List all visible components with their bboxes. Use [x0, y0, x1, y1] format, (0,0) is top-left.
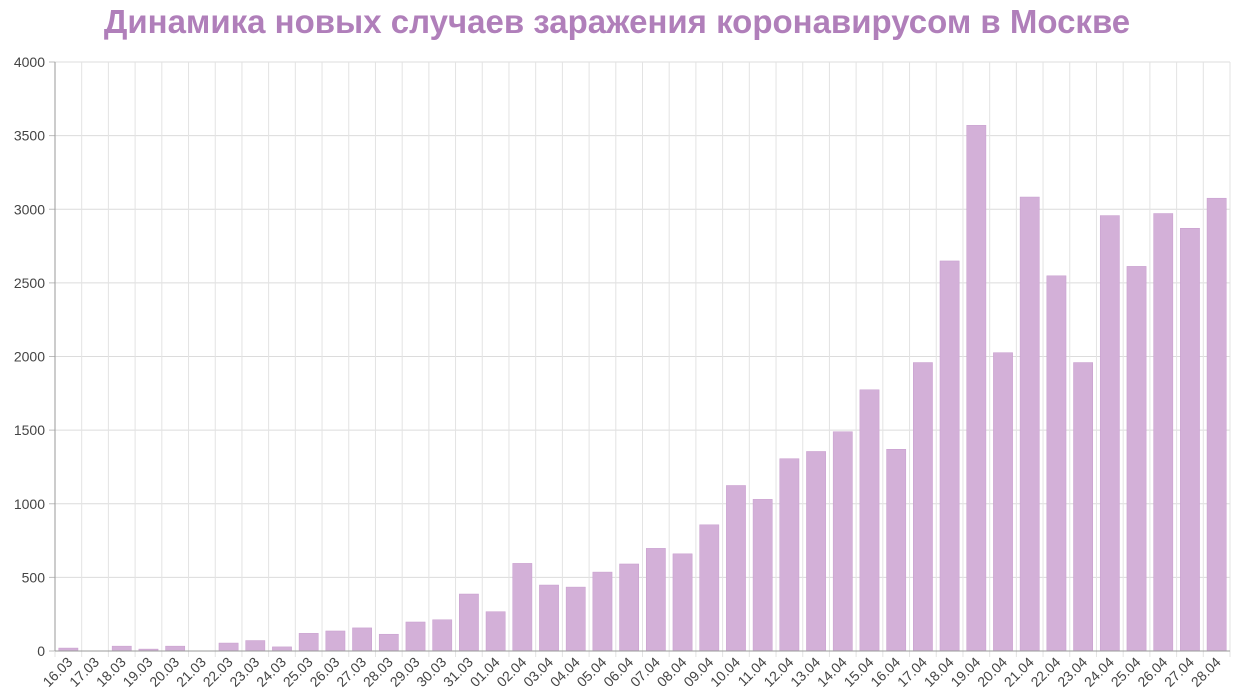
x-tick-label: 12.04	[760, 654, 796, 690]
x-tick-labels: 16.0317.0318.0319.0320.0321.0322.0323.03…	[39, 654, 1224, 690]
x-tick-label: 02.04	[493, 654, 529, 690]
x-tick-label: 24.03	[253, 654, 289, 690]
bar-07.04	[645, 548, 666, 652]
y-tick-label: 1000	[14, 496, 45, 512]
bar-11.04	[752, 499, 773, 652]
x-tick-label: 26.03	[306, 654, 342, 690]
x-tick-label: 23.03	[226, 654, 262, 690]
x-tick-label: 21.03	[173, 654, 209, 690]
x-tick-label: 29.03	[387, 654, 423, 690]
x-tick-label: 28.03	[360, 654, 396, 690]
bar-21.04	[1019, 196, 1040, 652]
y-tick-label: 0	[37, 643, 45, 659]
x-tick-label: 27.03	[333, 654, 369, 690]
bars	[58, 125, 1227, 652]
bar-03.04	[539, 584, 559, 652]
bar-28.03	[378, 633, 399, 652]
bar-23.04	[1073, 362, 1093, 652]
y-tick-label: 1500	[14, 422, 45, 438]
bar-31.03	[459, 593, 479, 652]
x-tick-label: 15.04	[841, 654, 877, 690]
bar-27.04	[1180, 227, 1200, 652]
bar-08.04	[672, 553, 693, 652]
x-tick-label: 27.04	[1161, 654, 1197, 690]
x-tick-label: 20.03	[146, 654, 182, 690]
bar-15.04	[859, 389, 880, 652]
bar-24.03	[272, 646, 292, 652]
x-tick-label: 22.04	[1027, 654, 1063, 690]
x-tick-label: 31.03	[440, 654, 476, 690]
x-tick-label: 25.03	[280, 654, 316, 690]
x-tick-label: 01.04	[467, 654, 503, 690]
x-tick-label: 13.04	[787, 654, 823, 690]
x-tick-label: 18.04	[921, 654, 957, 690]
y-tick-label: 2500	[14, 275, 45, 291]
x-tick-label: 10.04	[707, 654, 743, 690]
bar-02.04	[512, 563, 533, 652]
bar-22.04	[1046, 275, 1067, 652]
axes	[54, 62, 1230, 652]
x-tick-label: 06.04	[600, 654, 636, 690]
bar-13.04	[806, 451, 826, 652]
bar-18.04	[939, 260, 960, 652]
x-tick-label: 24.04	[1081, 654, 1117, 690]
bar-27.03	[352, 627, 372, 652]
x-tick-label: 23.04	[1054, 654, 1090, 690]
bar-25.03	[298, 633, 319, 652]
x-tick-label: 26.04	[1134, 654, 1170, 690]
bar-14.04	[832, 431, 853, 652]
bar-30.03	[432, 619, 453, 652]
x-tick-label: 17.04	[894, 654, 930, 690]
bar-29.03	[405, 621, 426, 652]
x-tick-label: 30.03	[413, 654, 449, 690]
bar-26.03	[325, 630, 346, 652]
bar-24.04	[1099, 215, 1120, 652]
bar-26.04	[1153, 213, 1174, 652]
x-tick-label: 03.04	[520, 654, 556, 690]
x-tick-label: 19.03	[119, 654, 155, 690]
y-tick-label: 3000	[14, 201, 45, 217]
bar-09.04	[699, 524, 720, 652]
y-tick-label: 500	[22, 569, 46, 585]
x-tick-label: 04.04	[547, 654, 583, 690]
x-tick-label: 07.04	[627, 654, 663, 690]
bar-01.04	[485, 611, 506, 652]
bar-04.04	[565, 586, 586, 652]
x-tick-label: 16.03	[39, 654, 75, 690]
y-tick-label: 2000	[14, 349, 45, 365]
bar-10.04	[726, 485, 746, 652]
x-tick-label: 14.04	[814, 654, 850, 690]
x-tick-label: 25.04	[1108, 654, 1144, 690]
bar-16.04	[886, 449, 907, 652]
chart-title: Динамика новых случаев заражения коронав…	[103, 3, 1131, 40]
bar-06.04	[619, 563, 640, 652]
x-tick-label: 20.04	[974, 654, 1010, 690]
x-tick-label: 21.04	[1001, 654, 1037, 690]
bar-18.03	[111, 645, 132, 652]
x-tick-label: 18.03	[93, 654, 129, 690]
x-tick-label: 22.03	[200, 654, 236, 690]
x-tick-label: 08.04	[654, 654, 690, 690]
x-tick-label: 17.03	[66, 654, 102, 690]
bar-25.04	[1126, 266, 1147, 652]
x-tick-label: 16.04	[867, 654, 903, 690]
x-tick-label: 19.04	[947, 654, 983, 690]
bar-19.04	[966, 125, 987, 652]
bar-20.03	[165, 645, 186, 652]
x-tick-label: 09.04	[680, 654, 716, 690]
bar-23.03	[245, 640, 266, 652]
bar-05.04	[592, 571, 613, 652]
y-tick-label: 3500	[14, 128, 45, 144]
y-tick-label: 4000	[14, 54, 45, 70]
bar-22.03	[218, 642, 239, 652]
x-tick-label: 28.04	[1188, 654, 1224, 690]
bar-20.04	[993, 352, 1013, 652]
y-tick-labels: 0 500 1000 1500 2000 2500 3000 3500 4000	[14, 54, 45, 659]
bar-28.04	[1206, 197, 1227, 652]
x-tick-label: 05.04	[573, 654, 609, 690]
bar-17.04	[913, 362, 933, 652]
bar-12.04	[779, 458, 800, 652]
